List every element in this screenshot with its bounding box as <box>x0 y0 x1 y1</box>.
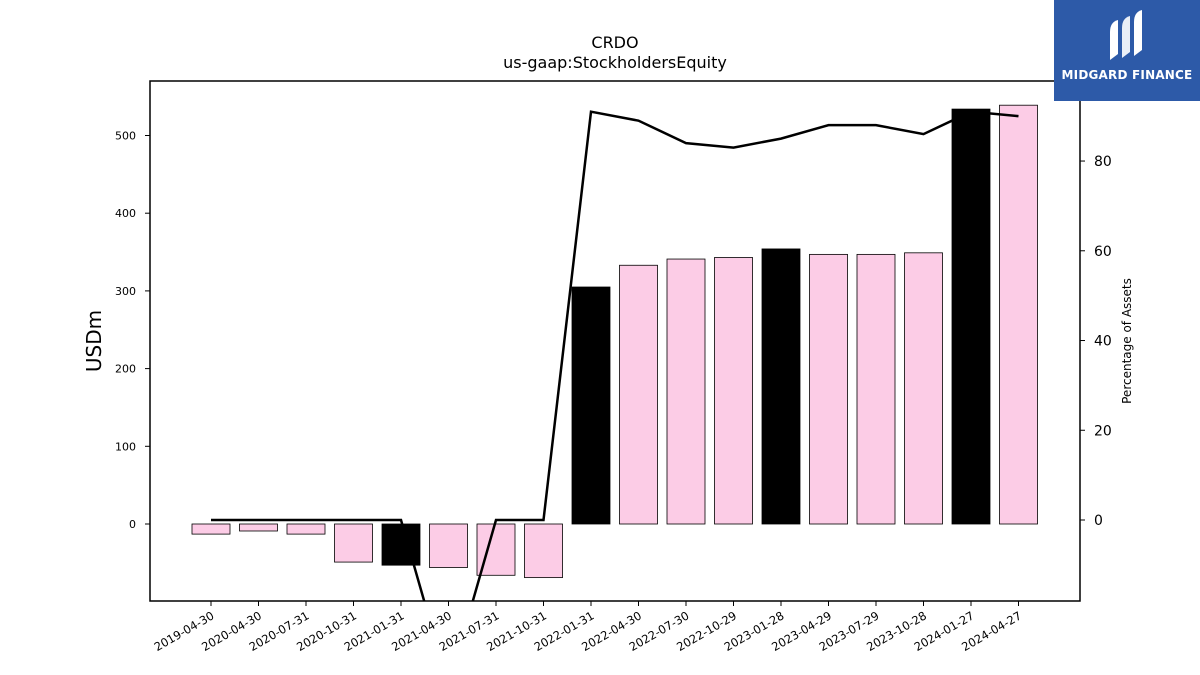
bar-2023-01-28 <box>761 248 801 525</box>
y-tick-label: 400 <box>115 207 136 220</box>
logo-text: MIDGARD FINANCE <box>1061 68 1193 82</box>
bar-2021-10-31 <box>524 523 563 579</box>
y-tick-label: 500 <box>115 130 136 143</box>
chart-subtitle: us-gaap:StockholdersEquity <box>503 53 727 72</box>
bar-2019-04-30 <box>191 523 231 535</box>
y-tick-label: 300 <box>115 285 136 298</box>
bar-2023-07-29 <box>856 253 896 525</box>
midgard-finance-logo: MIDGARD FINANCE <box>1054 0 1200 101</box>
midgard-logo-icon <box>1110 10 1142 60</box>
y2-tick-label: 0 <box>1094 513 1103 529</box>
bar-2023-04-29 <box>809 253 848 525</box>
y2-tick-label: 20 <box>1094 423 1112 439</box>
bar-2020-07-31 <box>286 523 326 535</box>
bar-2021-04-30 <box>429 523 468 568</box>
y2-tick-label: 80 <box>1094 154 1112 170</box>
y-tick-label: 100 <box>115 440 136 453</box>
bar-2020-04-30 <box>239 523 278 532</box>
y2-tick-label: 40 <box>1094 334 1112 350</box>
bar-2024-04-27 <box>999 104 1038 525</box>
bar-2021-01-31 <box>381 523 421 566</box>
bar-2022-01-31 <box>571 286 611 525</box>
bar-2020-10-31 <box>334 523 373 563</box>
y-tick-label: 0 <box>129 518 136 531</box>
bar-2023-10-28 <box>904 252 943 525</box>
y-axis-label: USDm <box>82 310 106 372</box>
chart-title: CRDO <box>591 33 638 52</box>
plot-frame <box>149 80 1081 602</box>
y-tick-label: 200 <box>115 363 136 376</box>
bar-2024-01-27 <box>951 108 991 525</box>
y2-axis-label: Percentage of Assets <box>1120 278 1134 404</box>
bar-2022-10-29 <box>714 257 753 525</box>
bar-2022-07-30 <box>666 258 706 525</box>
percentage-of-assets-line <box>211 110 1019 601</box>
y2-tick-label: 60 <box>1094 244 1112 260</box>
bar-2022-04-30 <box>619 264 658 525</box>
